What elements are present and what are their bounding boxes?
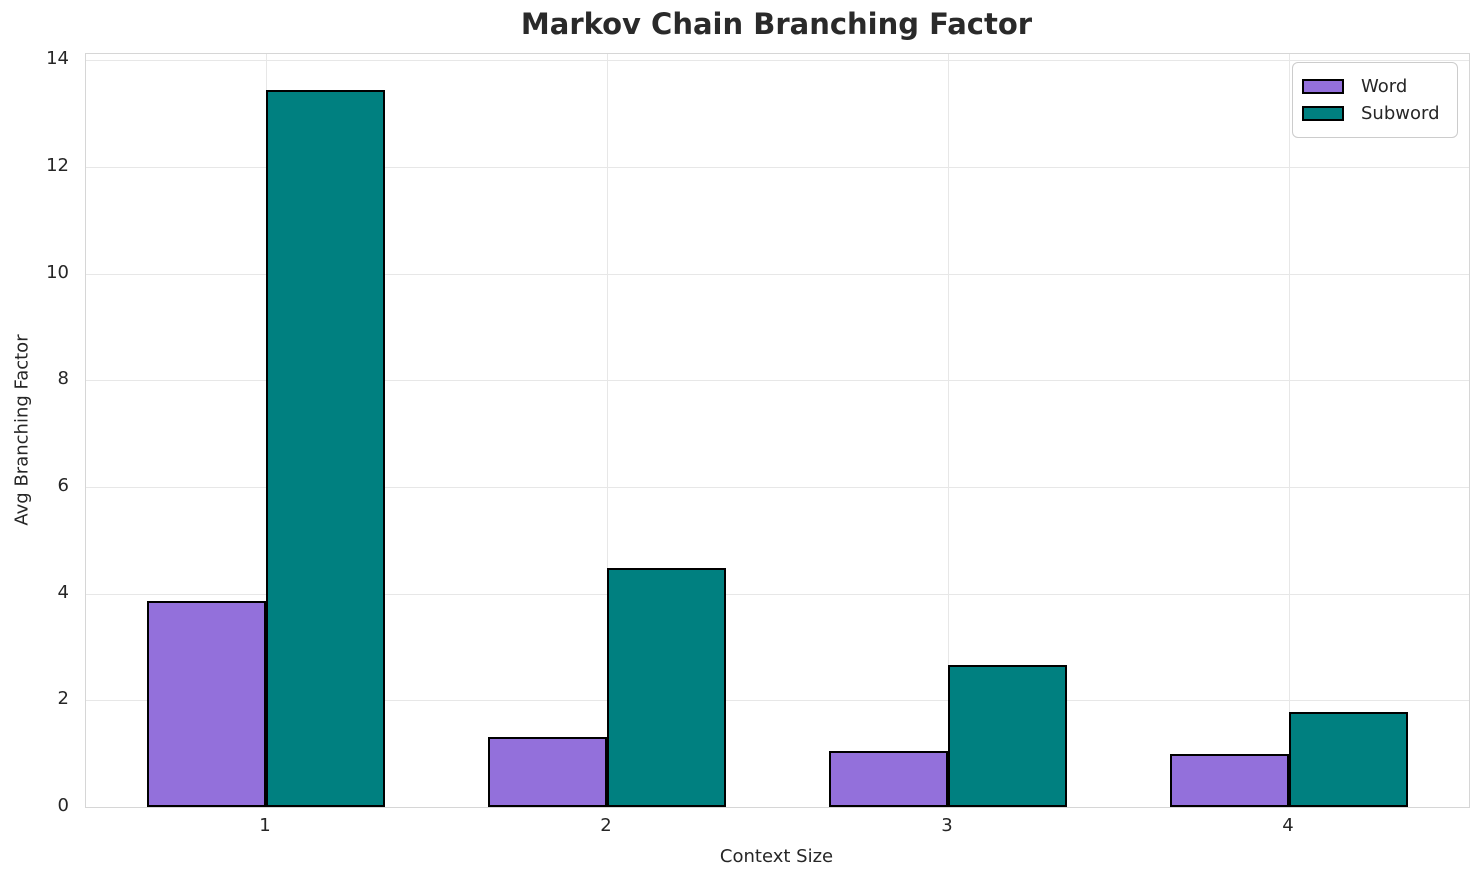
legend: Word Subword (1292, 62, 1458, 138)
gridline-y-8 (86, 380, 1469, 382)
legend-label-subword: Subword (1361, 103, 1440, 124)
ytick-8: 8 (57, 368, 69, 390)
bar-subword-3 (947, 664, 1068, 807)
y-axis-label: Avg Branching Factor (11, 334, 33, 526)
ytick-14: 14 (46, 48, 69, 70)
bar-subword-2 (607, 567, 727, 807)
ytick-4: 4 (57, 581, 69, 603)
x-axis-label: Context Size (719, 846, 834, 867)
legend-swatch-subword (1302, 106, 1344, 121)
legend-item-word: Word (1302, 74, 1447, 99)
legend-swatch-word (1302, 79, 1344, 94)
xtick-1: 1 (259, 815, 271, 836)
gridline-x-3 (947, 54, 949, 807)
ytick-10: 10 (46, 261, 69, 283)
bar-subword-4 (1288, 711, 1409, 807)
xtick-2: 2 (600, 815, 612, 836)
gridline-y-2 (86, 700, 1469, 702)
ytick-6: 6 (57, 475, 69, 497)
bar-word-1 (146, 600, 267, 807)
bar-word-3 (828, 751, 948, 807)
legend-item-subword: Subword (1302, 101, 1447, 126)
xtick-3: 3 (941, 815, 953, 836)
gridline-y-6 (86, 487, 1469, 489)
bar-word-4 (1169, 753, 1289, 807)
gridline-x-2 (607, 54, 608, 807)
gridline-y-4 (86, 593, 1469, 595)
plot-area (85, 53, 1470, 808)
ytick-2: 2 (57, 688, 69, 710)
bar-subword-1 (266, 89, 386, 807)
bar-word-2 (487, 737, 607, 807)
ytick-12: 12 (46, 155, 69, 177)
legend-label-word: Word (1361, 76, 1408, 97)
gridline-y-14 (86, 60, 1469, 62)
gridline-y-10 (86, 273, 1469, 275)
xtick-4: 4 (1282, 815, 1294, 836)
chart-title: Markov Chain Branching Factor (520, 7, 1033, 41)
ytick-0: 0 (57, 795, 69, 816)
gridline-x-4 (1288, 54, 1290, 807)
gridline-y-12 (86, 167, 1469, 169)
